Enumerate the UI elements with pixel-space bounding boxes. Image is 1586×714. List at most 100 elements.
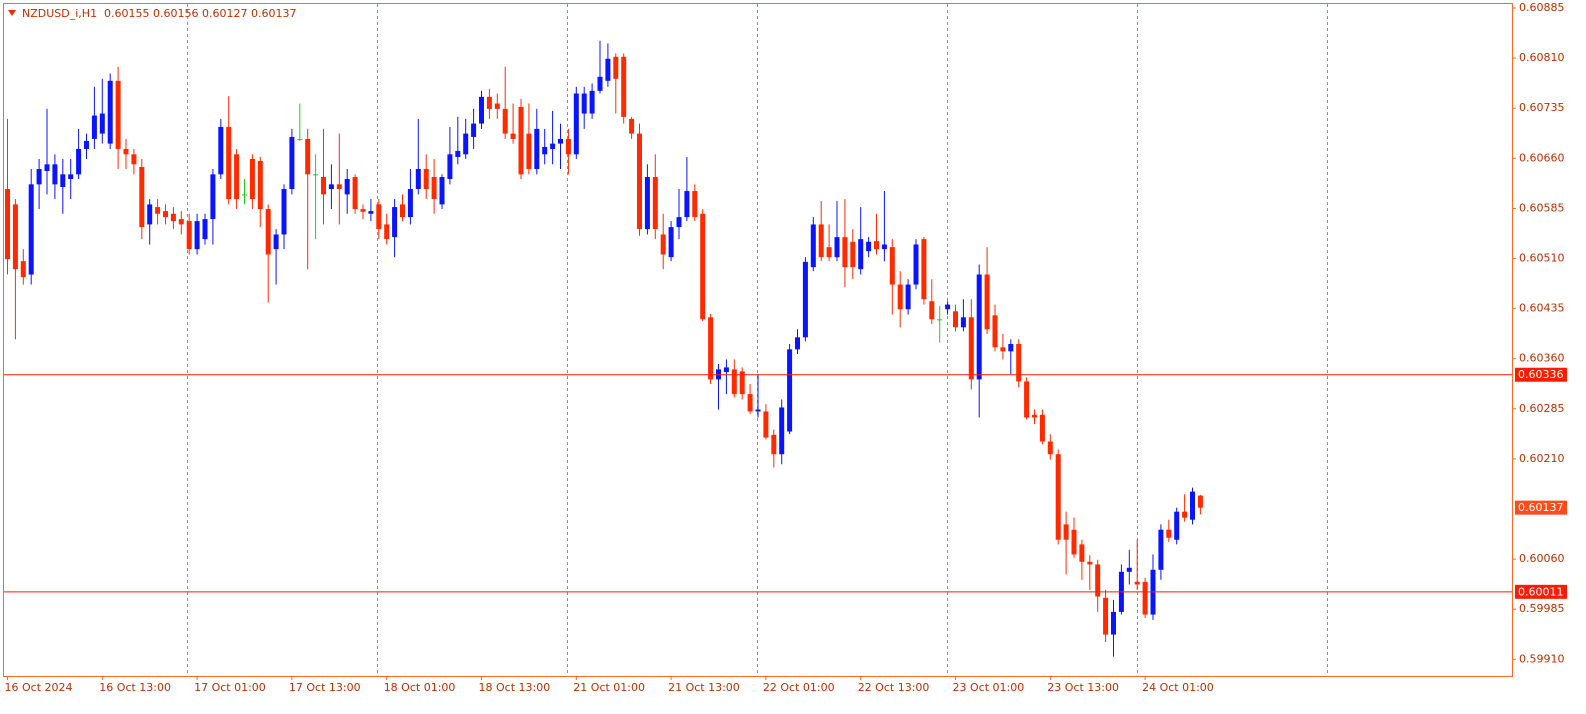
candle-body xyxy=(313,174,319,176)
candle-body xyxy=(953,311,958,328)
candle-body xyxy=(739,371,745,395)
level-label-box xyxy=(1515,367,1567,382)
candle-body xyxy=(1039,414,1045,442)
candle-body xyxy=(810,224,816,268)
y-tick-label: 0.60060 xyxy=(1519,552,1565,565)
candle-body xyxy=(392,207,398,238)
candle-body xyxy=(36,168,42,185)
candle-body xyxy=(937,319,943,321)
candle-body xyxy=(550,143,556,149)
candle-body xyxy=(415,168,421,190)
candle-body xyxy=(605,58,611,81)
candle-body xyxy=(1182,511,1188,518)
candle-body xyxy=(170,213,176,222)
candle-body xyxy=(218,126,224,175)
candle-body xyxy=(1142,581,1148,615)
candle-body xyxy=(226,126,232,200)
candle-body xyxy=(336,184,342,190)
x-tick-label: 18 Oct 01:00 xyxy=(384,681,456,694)
candle-body xyxy=(163,211,168,218)
candle-body xyxy=(881,244,887,250)
candle-body xyxy=(1016,344,1022,382)
candle-body xyxy=(1024,381,1030,418)
candle-body xyxy=(376,204,382,230)
candle-body xyxy=(534,128,540,169)
candle-body xyxy=(321,177,326,195)
candle-body xyxy=(984,274,990,330)
candle-body xyxy=(242,194,247,196)
candle-body xyxy=(684,191,690,218)
level-label: 0.60336 xyxy=(1518,368,1564,381)
candle-body xyxy=(913,244,919,285)
candle-body xyxy=(1126,567,1132,572)
y-tick-label: 0.60810 xyxy=(1519,51,1565,64)
x-tick-label: 22 Oct 13:00 xyxy=(858,681,930,694)
candle-body xyxy=(787,349,793,432)
x-tick-label: 24 Oct 01:00 xyxy=(1142,681,1214,694)
candle-body xyxy=(99,113,105,134)
x-tick-label: 16 Oct 2024 xyxy=(5,681,73,694)
candle-body xyxy=(613,56,619,79)
candle-body xyxy=(834,237,840,258)
candle-body xyxy=(945,304,951,310)
candle-body xyxy=(700,213,706,320)
candle-body xyxy=(305,138,311,175)
candle-body xyxy=(763,411,769,438)
candle-body xyxy=(802,261,808,338)
chart-title: NZDUSD_i,H1 0.60155 0.60156 0.60127 0.60… xyxy=(22,7,297,20)
candle-body xyxy=(723,367,729,373)
candle-body xyxy=(858,239,864,270)
candle-body xyxy=(565,138,571,155)
candle-body xyxy=(186,221,192,250)
candle-body xyxy=(1047,441,1053,455)
candle-body xyxy=(486,96,492,109)
candle-body xyxy=(921,239,927,300)
candle-body xyxy=(889,247,895,285)
candle-body xyxy=(423,168,429,190)
candle-body xyxy=(676,217,682,228)
candle-body xyxy=(1103,597,1109,635)
candle-body xyxy=(1174,511,1180,540)
level-label: 0.60011 xyxy=(1518,585,1564,598)
candle-body xyxy=(1055,454,1061,540)
candle-body xyxy=(115,80,121,149)
candle-body xyxy=(660,234,666,255)
candle-body xyxy=(960,317,966,328)
candle-body xyxy=(850,241,856,268)
candle-body xyxy=(447,154,453,180)
candle-body xyxy=(407,189,413,218)
candle-body xyxy=(1158,529,1164,570)
menu-triangle[interactable] xyxy=(8,10,16,16)
candle-body xyxy=(779,407,785,455)
y-tick-label: 0.60360 xyxy=(1519,352,1565,365)
candle-body xyxy=(668,227,674,258)
candle-body xyxy=(368,211,374,214)
candle-body xyxy=(360,209,366,212)
candle-body xyxy=(621,56,627,117)
candle-body xyxy=(44,164,50,171)
candle-body xyxy=(573,93,579,155)
candle-body xyxy=(905,284,911,310)
candle-body xyxy=(771,434,777,455)
candle-body xyxy=(652,177,658,230)
x-tick-label: 23 Oct 13:00 xyxy=(1047,681,1119,694)
y-tick-label: 0.59910 xyxy=(1519,652,1565,665)
candle-body xyxy=(210,174,216,220)
candle-body xyxy=(384,224,390,240)
candle-body xyxy=(518,106,524,175)
candle-body xyxy=(1000,347,1006,352)
x-tick-label: 16 Oct 13:00 xyxy=(99,681,171,694)
candle-body xyxy=(84,140,89,149)
candle-body xyxy=(637,133,642,230)
candle-body xyxy=(866,241,872,252)
candle-body xyxy=(68,174,74,180)
x-tick-label: 17 Oct 13:00 xyxy=(289,681,361,694)
candle-body xyxy=(328,184,334,190)
candle-body xyxy=(976,274,982,380)
candle-body xyxy=(629,118,635,134)
candle-body xyxy=(265,209,271,255)
candle-body xyxy=(874,241,879,250)
